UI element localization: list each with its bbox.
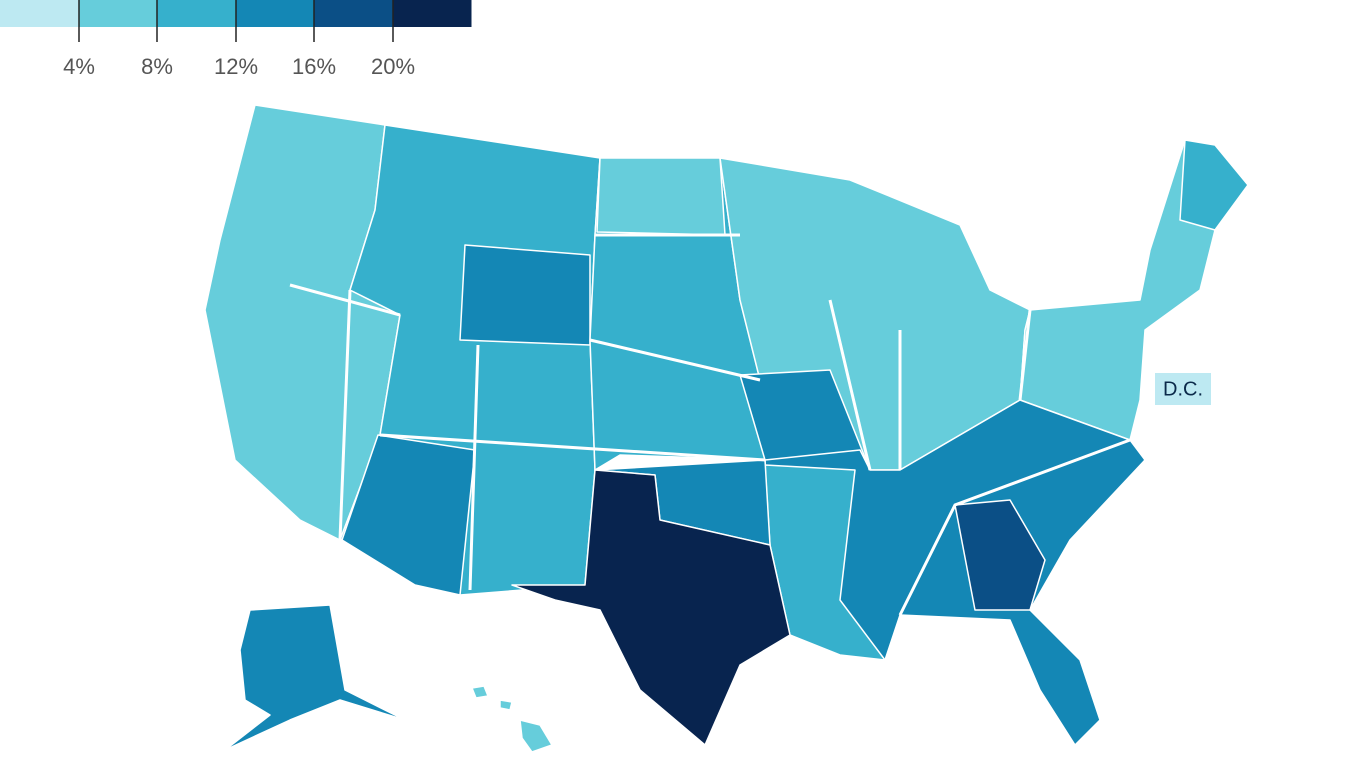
maine: [1179, 139, 1249, 231]
legend-swatch: [235, 0, 315, 27]
state-border: [379, 433, 766, 462]
legend-tick-label: 12%: [214, 54, 258, 79]
hawaii-islet: [471, 685, 489, 699]
state-border: [1018, 309, 1032, 401]
wyoming: [459, 244, 591, 346]
us-map: [204, 104, 1249, 753]
hawaii: [519, 719, 553, 753]
legend-swatch: [157, 0, 236, 27]
state-border: [468, 344, 480, 591]
state-border: [898, 438, 1131, 616]
state-border: [338, 289, 352, 541]
alaska: [224, 604, 406, 751]
legend-swatch: [0, 0, 79, 27]
state-border: [589, 338, 761, 382]
legend-swatch: [314, 0, 393, 27]
georgia: [954, 499, 1046, 611]
legend-tick-label: 16%: [292, 54, 336, 79]
legend-tick-label: 4%: [63, 54, 95, 79]
state-border: [828, 299, 872, 471]
hawaii-islet: [499, 699, 513, 711]
legend-swatch: [78, 0, 158, 27]
state-border: [289, 283, 401, 317]
arizona: [341, 434, 476, 596]
legend-swatch: [392, 0, 472, 27]
legend-tick-label: 20%: [371, 54, 415, 79]
legend-tick-label: 8%: [141, 54, 173, 79]
texas: [511, 469, 791, 746]
north-dakota: [596, 157, 726, 236]
dc-label: D.C.: [1163, 378, 1203, 400]
legend: 4% 8% 12% 16% 20%: [0, 0, 472, 79]
dc-box: [1155, 373, 1211, 405]
